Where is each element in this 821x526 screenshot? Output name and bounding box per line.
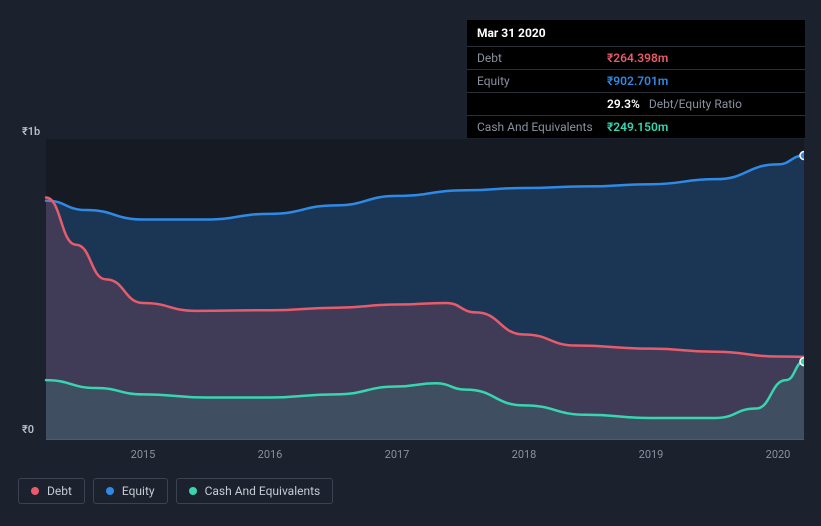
legend-item-debt[interactable]: Debt bbox=[18, 478, 85, 504]
legend-item-label: Cash And Equivalents bbox=[205, 484, 321, 498]
tooltip-row: 29.3% Debt/Equity Ratio bbox=[467, 92, 805, 115]
x-axis-label: 2016 bbox=[258, 448, 283, 461]
legend-item-equity[interactable]: Equity bbox=[93, 478, 168, 504]
legend-item-cash-and-equivalents[interactable]: Cash And Equivalents bbox=[176, 478, 334, 504]
legend-dot-icon bbox=[106, 487, 114, 495]
financials-area-chart bbox=[18, 125, 804, 465]
x-axis-label: 2019 bbox=[639, 448, 664, 461]
tooltip-row-label: Debt bbox=[477, 51, 607, 65]
tooltip-row-value: ₹264.398m bbox=[607, 51, 668, 65]
tooltip-row-secondary: Debt/Equity Ratio bbox=[649, 97, 742, 111]
tooltip-row-value: 29.3% Debt/Equity Ratio bbox=[607, 97, 742, 111]
x-axis-label: 2020 bbox=[766, 448, 791, 461]
legend-dot-icon bbox=[31, 487, 39, 495]
tooltip-row: Equity₹902.701m bbox=[467, 69, 805, 92]
x-axis: 2015 2016 2017 2018 2019 2020 bbox=[46, 448, 804, 464]
tooltip-row: Debt₹264.398m bbox=[467, 46, 805, 69]
x-axis-label: 2015 bbox=[131, 448, 156, 461]
x-axis-label: 2017 bbox=[385, 448, 410, 461]
legend-item-label: Equity bbox=[122, 484, 155, 498]
x-axis-label: 2018 bbox=[512, 448, 537, 461]
tooltip-row-label bbox=[477, 97, 607, 111]
legend-dot-icon bbox=[189, 487, 197, 495]
legend-item-label: Debt bbox=[47, 484, 72, 498]
tooltip-date: Mar 31 2020 bbox=[467, 20, 805, 46]
chart-tooltip: Mar 31 2020 Debt₹264.398mEquity₹902.701m… bbox=[467, 20, 805, 138]
tooltip-row-value: ₹902.701m bbox=[607, 74, 668, 88]
chart-legend: Debt Equity Cash And Equivalents bbox=[18, 478, 333, 504]
tooltip-row-label: Equity bbox=[477, 74, 607, 88]
